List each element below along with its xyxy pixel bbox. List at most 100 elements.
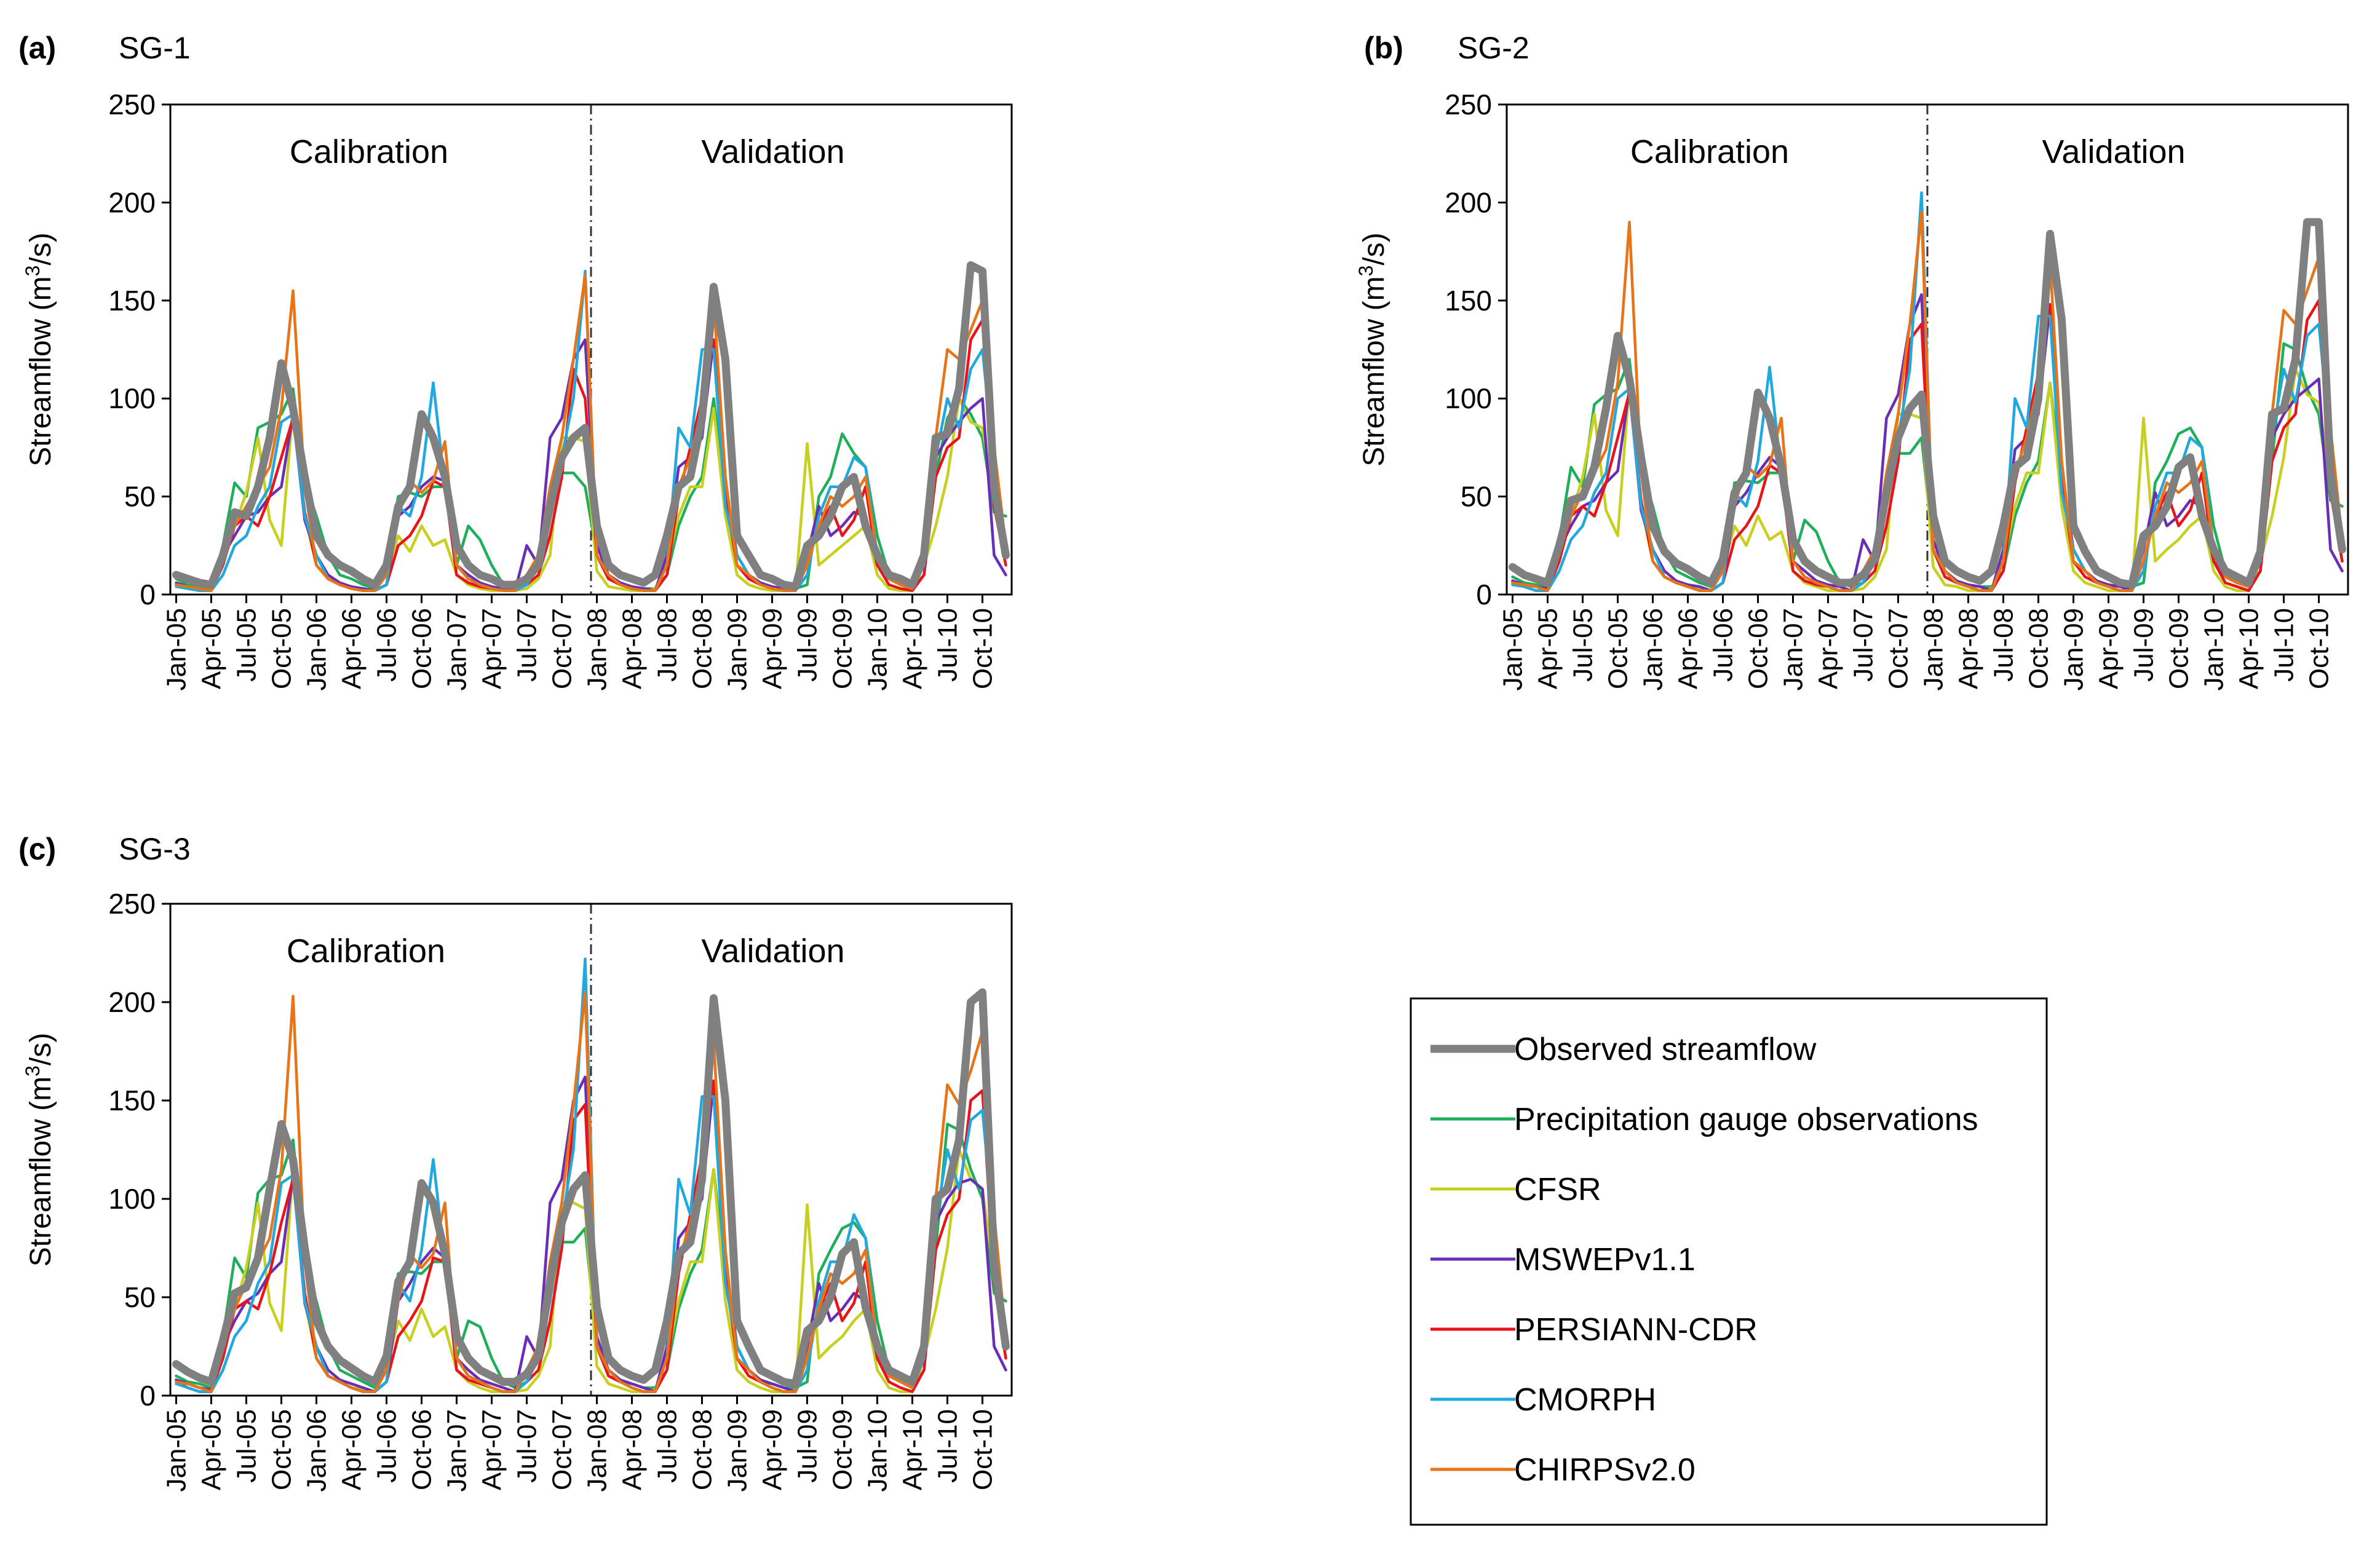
- y-tick-label: 50: [124, 481, 156, 513]
- x-tick-label: Jan-05: [162, 1409, 192, 1492]
- x-tick-label: Jan-09: [723, 608, 753, 691]
- x-tick-label: Oct-07: [1884, 608, 1914, 689]
- x-tick-label: Jul-08: [653, 608, 683, 682]
- legend-box: [1410, 997, 2048, 1526]
- x-tick-label: Jul-06: [372, 608, 402, 682]
- x-tick-label: Apr-05: [1533, 608, 1563, 689]
- y-tick-label: 250: [108, 89, 156, 121]
- chart-panel-sg-3: (c) SG-3 Streamflow (m3/s) 0 50 100 150 200 250 J…: [18, 832, 1013, 1492]
- x-tick-label: Apr-07: [1814, 608, 1844, 689]
- y-tick-label: 200: [1445, 186, 1492, 218]
- x-tick-label: Oct-05: [1603, 608, 1633, 689]
- y-tick-label: 150: [1445, 285, 1492, 317]
- period-label-calibration: Calibration: [290, 133, 448, 170]
- y-tick-label: 250: [108, 888, 156, 920]
- x-tick-label: Jul-10: [2269, 608, 2299, 682]
- x-tick-label: Oct-05: [267, 1409, 297, 1490]
- legend-label: MSWEPv1.1: [1514, 1242, 1696, 1278]
- x-tick-label: Jul-08: [653, 1409, 683, 1483]
- y-axis-label-main: Streamflow (m: [25, 1077, 57, 1267]
- series-line-observed-streamflow: [1509, 218, 2346, 589]
- period-label-validation: Validation: [701, 133, 844, 170]
- x-tick-label: Jan-07: [442, 1409, 472, 1492]
- chart-panel-sg-1: (a) SG-1 Streamflow (m3/s) 0 50 100 150 200 250 J…: [18, 31, 1013, 691]
- y-tick-label: 50: [124, 1281, 156, 1313]
- panel-title: SG-3: [119, 832, 191, 866]
- x-tick-label: Apr-10: [898, 1409, 928, 1490]
- x-tick-label: Apr-07: [477, 608, 507, 689]
- x-tick-label: Oct-10: [968, 1409, 998, 1490]
- x-tick-label: Apr-06: [337, 1409, 367, 1490]
- x-tick-label: Jul-05: [232, 608, 262, 682]
- x-tick-label: Apr-09: [758, 608, 788, 689]
- x-tick-label: Apr-05: [197, 608, 227, 689]
- legend: Observed streamflow Precipitation gauge o…: [1410, 997, 2048, 1526]
- x-tick-label: Jul-06: [1708, 608, 1739, 682]
- x-tick-label: Jan-06: [302, 608, 332, 691]
- legend-label: PERSIANN-CDR: [1514, 1312, 1758, 1348]
- x-tick-label: Jul-07: [512, 1409, 542, 1483]
- x-tick-label: Oct-10: [968, 608, 998, 689]
- x-tick-label: Apr-07: [477, 1409, 507, 1490]
- series-line-chirpsv2-0: [175, 274, 1007, 592]
- x-tick-label: Jan-10: [2199, 608, 2229, 691]
- x-tick-label: Apr-06: [337, 608, 367, 689]
- panel-tag: (c): [18, 832, 56, 866]
- chart-panel-sg-2: (b) SG-2 Streamflow (m3/s) 0 50 100 150 200 250 J…: [1355, 31, 2349, 691]
- y-tick-label: 100: [108, 1183, 156, 1215]
- x-tick-label: Jul-08: [1989, 608, 2019, 682]
- y-tick-label: 150: [108, 285, 156, 317]
- x-tick-label: Oct-05: [267, 608, 297, 689]
- x-tick-label: Oct-08: [2024, 608, 2054, 689]
- x-tick-label: Jul-09: [793, 1409, 823, 1483]
- y-tick-label: 50: [1461, 481, 1492, 513]
- plot-area-frame: [169, 903, 1013, 1397]
- x-tick-label: Jan-07: [1779, 608, 1809, 691]
- legend-label: CMORPH: [1514, 1382, 1656, 1418]
- y-axis-label-end: /s): [25, 1033, 57, 1065]
- x-tick-label: Apr-10: [2234, 608, 2264, 689]
- plot-area-frame: [169, 103, 1013, 596]
- legend-label: Precipitation gauge observations: [1514, 1102, 1978, 1137]
- period-label-validation: Validation: [701, 933, 844, 970]
- y-tick-label: 0: [140, 1380, 156, 1412]
- x-tick-label: Oct-08: [688, 1409, 718, 1490]
- y-axis-label: Streamflow (m3/s): [22, 232, 57, 467]
- x-tick-label: Apr-10: [898, 608, 928, 689]
- series-line-observed-streamflow: [172, 261, 1010, 591]
- x-tick-label: Oct-10: [2304, 608, 2334, 689]
- x-tick-label: Apr-08: [617, 1409, 648, 1490]
- x-tick-label: Jan-10: [863, 608, 893, 691]
- x-tick-label: Oct-09: [828, 608, 858, 689]
- x-tick-label: Apr-08: [1954, 608, 1984, 689]
- y-axis-label-sup: 3: [1355, 266, 1377, 277]
- x-tick-label: Oct-06: [1743, 608, 1774, 689]
- y-axis-label-main: Streamflow (m: [25, 276, 57, 466]
- y-axis-label-main: Streamflow (m: [1358, 276, 1390, 466]
- y-axis-label: Streamflow (m3/s): [1355, 232, 1390, 467]
- period-label-calibration: Calibration: [1630, 133, 1789, 170]
- series-line-chirpsv2-0: [175, 990, 1007, 1393]
- x-tick-label: Jul-06: [372, 1409, 402, 1483]
- x-tick-label: Oct-08: [688, 608, 718, 689]
- x-tick-label: Apr-09: [2094, 608, 2124, 689]
- legend-label: CFSR: [1514, 1172, 1601, 1207]
- series-line-chirpsv2-0: [1511, 211, 2344, 592]
- y-tick-label: 200: [108, 986, 156, 1018]
- x-tick-label: Jan-08: [582, 1409, 613, 1492]
- y-axis-label-sup: 3: [22, 266, 44, 277]
- x-tick-label: Jan-05: [1498, 608, 1528, 691]
- x-tick-label: Apr-09: [758, 1409, 788, 1490]
- period-label-calibration: Calibration: [287, 933, 445, 970]
- x-tick-label: Jan-06: [302, 1409, 332, 1492]
- x-tick-label: Jul-09: [793, 608, 823, 682]
- x-tick-label: Jul-05: [232, 1409, 262, 1483]
- y-tick-label: 0: [1476, 579, 1492, 611]
- x-tick-label: Jan-09: [2059, 608, 2089, 691]
- plot-area-frame: [1505, 103, 2349, 596]
- x-tick-label: Apr-08: [617, 608, 648, 689]
- x-tick-label: Apr-06: [1673, 608, 1704, 689]
- x-tick-label: Jan-08: [582, 608, 613, 691]
- x-tick-label: Oct-09: [2164, 608, 2194, 689]
- period-label-validation: Validation: [2042, 133, 2185, 170]
